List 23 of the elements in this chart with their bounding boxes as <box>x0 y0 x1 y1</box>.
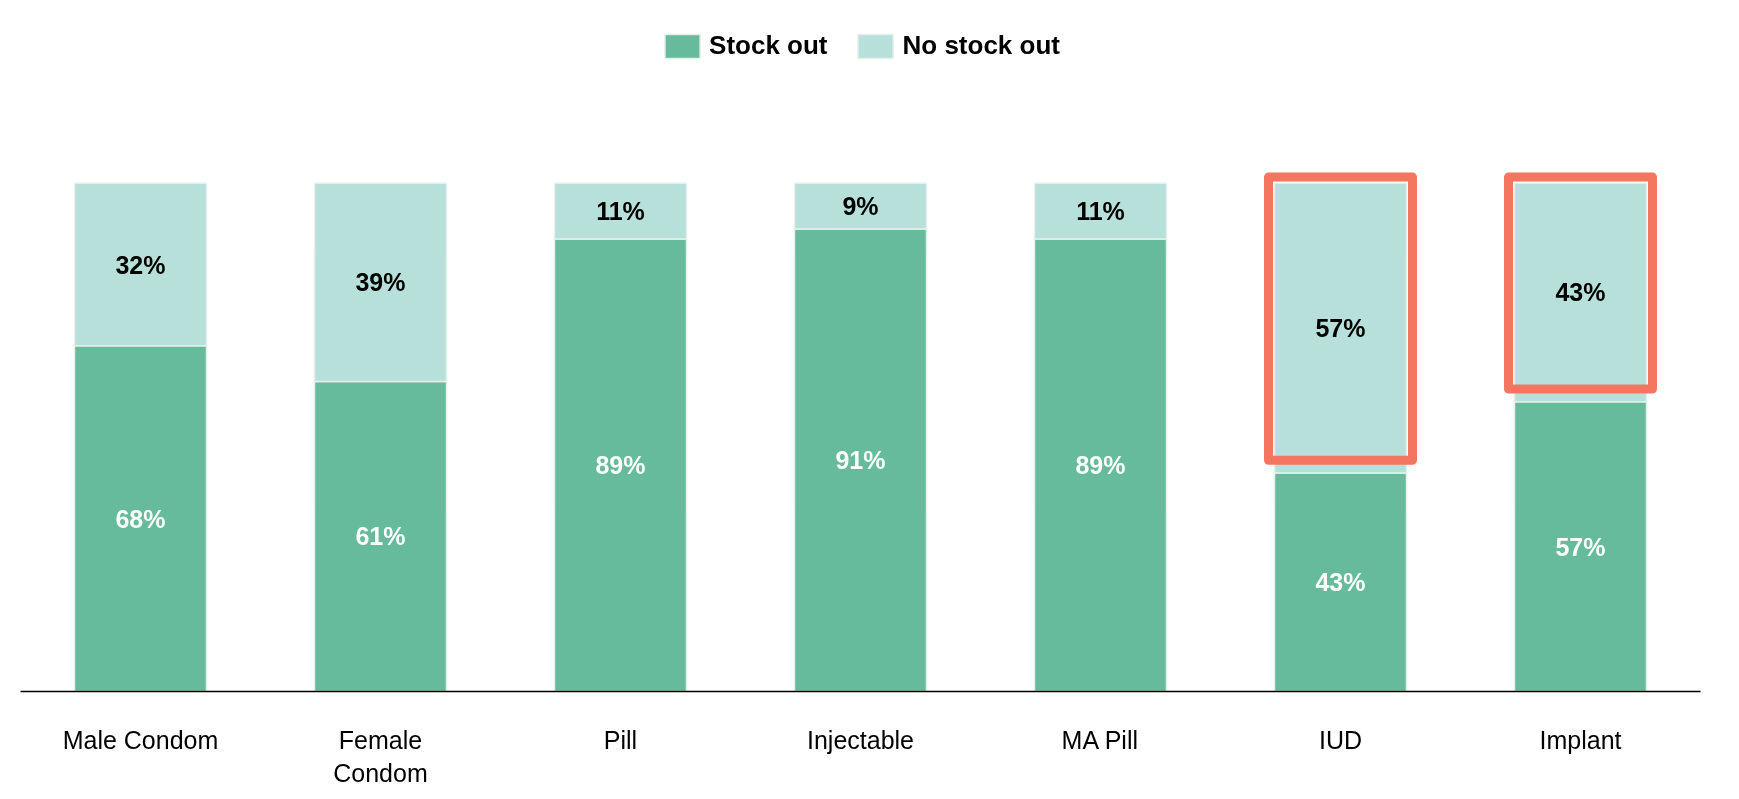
data-label: 91% <box>835 446 886 475</box>
data-label: 57% <box>1315 314 1366 343</box>
x-tick-label: Female Condom <box>333 725 428 788</box>
data-label: 43% <box>1315 568 1366 597</box>
data-label: 43% <box>1555 278 1606 307</box>
data-label: 57% <box>1555 532 1606 561</box>
data-label: 32% <box>115 250 166 279</box>
x-tick-label: Male Condom <box>62 725 219 754</box>
legend-label: No stock out <box>902 30 1060 61</box>
data-label: 68% <box>115 504 166 533</box>
x-tick-label: MA Pill <box>1061 725 1139 754</box>
x-tick-label: IUD <box>1318 725 1363 754</box>
x-tick-label: Injectable <box>806 725 915 754</box>
data-label: 39% <box>355 268 406 297</box>
data-label: 89% <box>595 451 646 480</box>
legend-label: Stock out <box>709 30 828 61</box>
x-tick-label: Pill <box>603 725 638 754</box>
x-tick-label: Implant <box>1539 725 1622 754</box>
data-label: 9% <box>842 192 879 221</box>
data-label: 11% <box>596 197 645 226</box>
data-label: 89% <box>1075 451 1126 480</box>
data-label: 11% <box>1076 197 1125 226</box>
data-label: 61% <box>355 522 406 551</box>
